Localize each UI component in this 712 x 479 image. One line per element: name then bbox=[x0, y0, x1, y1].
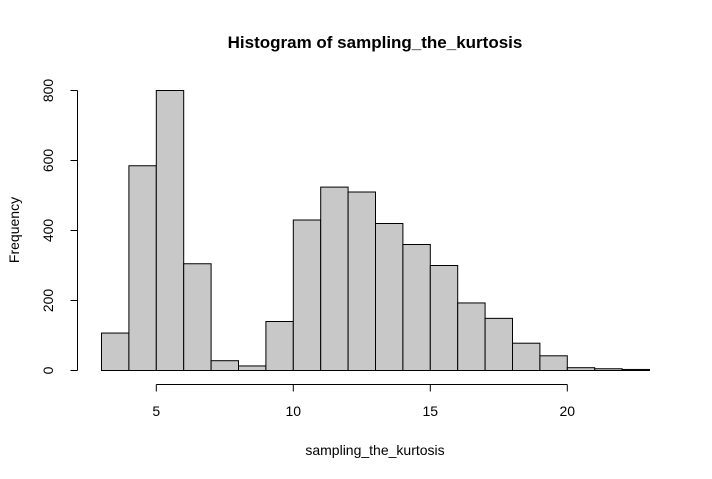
histogram-bar bbox=[183, 263, 212, 371]
x-axis-label: sampling_the_kurtosis bbox=[305, 442, 444, 458]
y-axis-label: Frequency bbox=[6, 197, 22, 263]
histogram-bar bbox=[128, 165, 157, 371]
y-tick-label: 200 bbox=[40, 289, 56, 313]
histogram-bar bbox=[539, 355, 568, 371]
bars-group bbox=[101, 90, 650, 372]
histogram-bar bbox=[320, 186, 349, 371]
histogram-bar bbox=[292, 219, 322, 371]
y-tick-label: 800 bbox=[40, 79, 56, 103]
histogram-bar bbox=[484, 317, 514, 372]
histogram-bar bbox=[429, 265, 459, 371]
x-tick-label: 5 bbox=[152, 403, 160, 419]
histogram-bar bbox=[347, 191, 377, 371]
x-tick-label: 20 bbox=[560, 403, 576, 419]
x-tick-label: 15 bbox=[423, 403, 439, 419]
histogram-bar bbox=[265, 321, 294, 371]
histogram-bar bbox=[375, 223, 404, 371]
histogram-bar bbox=[512, 342, 541, 372]
histogram-bar bbox=[101, 332, 130, 371]
y-tick-label: 400 bbox=[40, 219, 56, 243]
histogram-bar bbox=[210, 360, 240, 372]
histogram-bar bbox=[238, 365, 267, 372]
histogram-bar bbox=[621, 368, 650, 372]
chart-title: Histogram of sampling_the_kurtosis bbox=[228, 33, 523, 52]
y-tick-label: 600 bbox=[40, 149, 56, 173]
histogram-bar bbox=[566, 367, 596, 372]
y-axis: 0 200 400 600 800 bbox=[40, 79, 78, 374]
histogram-bar bbox=[402, 244, 431, 371]
histogram-bar bbox=[155, 90, 185, 371]
x-tick-label: 10 bbox=[286, 403, 302, 419]
histogram-bar bbox=[457, 302, 486, 372]
histogram-bar bbox=[594, 368, 623, 371]
y-tick-label: 0 bbox=[40, 366, 56, 374]
x-axis: 5 10 15 20 bbox=[152, 384, 576, 419]
